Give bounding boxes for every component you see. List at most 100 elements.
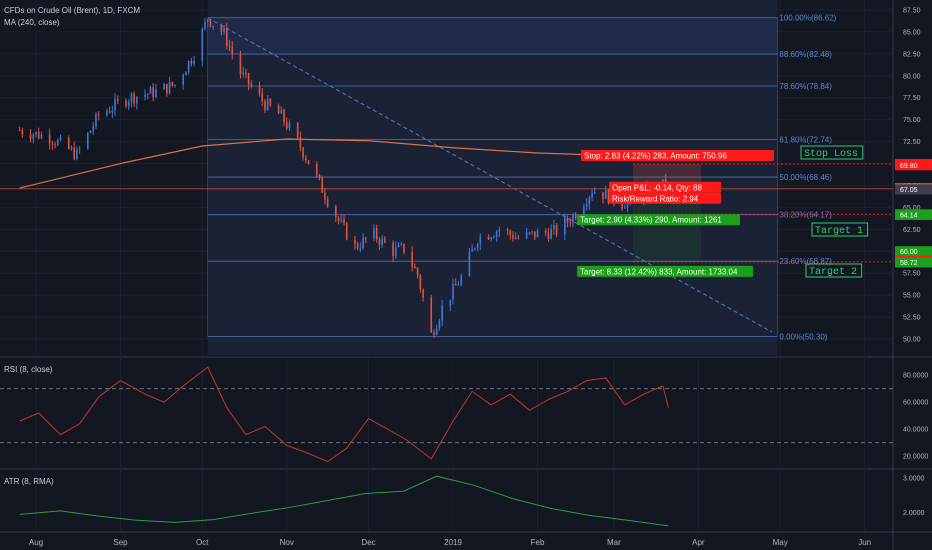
- candle-body: [378, 239, 381, 245]
- candle-body: [67, 137, 70, 149]
- risk-reward-info-text: Risk/Reward Ratio: 2.94: [612, 194, 699, 203]
- atr-line: [19, 475, 669, 527]
- candle-body: [359, 248, 362, 250]
- candle-body: [247, 73, 250, 85]
- candle-body: [468, 251, 471, 276]
- candle-body: [59, 137, 62, 141]
- candle-body: [250, 84, 253, 87]
- candle-body: [144, 94, 146, 97]
- candle-body: [623, 207, 626, 209]
- x-tick-label: Nov: [280, 538, 294, 547]
- candle-body: [190, 60, 193, 64]
- candle-body: [182, 75, 185, 85]
- candle-body: [40, 134, 43, 139]
- candle-body: [394, 247, 397, 257]
- candle-body: [512, 234, 514, 240]
- open-pl-info-box: [609, 181, 721, 193]
- fib-level-label: 100.00%(86.62): [779, 14, 836, 23]
- candle-body: [550, 229, 552, 239]
- candle-body: [315, 164, 318, 175]
- candle-body: [97, 113, 100, 116]
- candle-body: [416, 268, 419, 276]
- rsi-indicator-label: RSI (8, close): [4, 365, 53, 374]
- candle-body: [269, 99, 272, 106]
- annotation-box: [800, 145, 864, 160]
- candle-body: [220, 25, 223, 32]
- y-tick-label: 87.50: [903, 8, 921, 15]
- candle-body: [591, 193, 593, 198]
- candle-body: [384, 238, 386, 243]
- candle-body: [454, 283, 457, 286]
- annotation-text: Stop Loss: [804, 149, 858, 160]
- candle-body: [258, 86, 261, 94]
- atr-y-tick-label: 3.0000: [903, 475, 925, 482]
- candle-body: [536, 230, 539, 238]
- candle-body: [531, 231, 533, 233]
- candle-body: [525, 232, 528, 239]
- candle-body: [89, 130, 92, 133]
- candle-body: [449, 299, 452, 306]
- price-tag: [895, 209, 932, 220]
- stop-info-text: Stop: 2.83 (4.22%) 283, Amount: 750.96: [584, 151, 727, 160]
- candle-body: [544, 230, 547, 233]
- y-tick-label: 85.00: [903, 29, 921, 36]
- candle-body: [572, 214, 574, 224]
- open-pl-info-text: Open P&L: -0.14, Qty: 88: [612, 183, 702, 192]
- target-1-info-text: Target: 2.90 (4.33%) 290, Amount: 1261: [580, 216, 722, 225]
- candle-body: [476, 244, 479, 249]
- candle-body: [231, 46, 234, 55]
- candle-body: [78, 148, 81, 150]
- fib-level-label: 88.60%(82.48): [779, 50, 832, 59]
- candle-body: [76, 149, 78, 159]
- y-tick-label: 55.00: [903, 293, 921, 300]
- candle-body: [490, 237, 493, 240]
- candle-body: [29, 134, 32, 139]
- candle-body: [155, 89, 157, 98]
- candle-body: [569, 222, 572, 224]
- candle-body: [54, 144, 56, 146]
- candle-body: [152, 87, 155, 98]
- x-tick-label: 2019: [444, 538, 462, 547]
- rsi-line: [19, 366, 669, 463]
- candle-body: [607, 189, 610, 203]
- candle-body: [108, 111, 111, 113]
- candle-body: [514, 237, 517, 240]
- stop-info-box: [581, 149, 774, 161]
- rsi-y-tick-label: 40.0000: [903, 427, 928, 434]
- candle-body: [174, 84, 176, 86]
- candle-body: [495, 231, 498, 237]
- candle-body: [438, 320, 441, 329]
- candle-body: [340, 219, 343, 221]
- y-tick-label: 50.00: [903, 337, 921, 344]
- candle-body: [414, 266, 416, 269]
- candle-body: [86, 132, 89, 149]
- candle-body: [411, 252, 413, 267]
- y-tick-label: 65.00: [903, 205, 921, 212]
- candle-body: [187, 60, 190, 73]
- candle-body: [588, 197, 591, 205]
- rsi-y-tick-label: 60.0000: [903, 400, 928, 407]
- x-tick-label: Dec: [361, 538, 375, 547]
- price-tag-text: 67.05: [900, 187, 918, 194]
- annotation-text: Target 1: [815, 226, 863, 237]
- candle-body: [574, 214, 577, 219]
- candle-body: [92, 126, 95, 131]
- candle-body: [365, 237, 367, 239]
- candle-body: [528, 232, 531, 234]
- y-tick-label: 57.50: [903, 271, 921, 278]
- annotation-text: Target 2: [809, 267, 857, 278]
- atr-y-tick-label: 2.0000: [903, 510, 925, 517]
- trend-line: [207, 17, 773, 333]
- price-tag: [895, 246, 932, 257]
- candle-body: [547, 232, 550, 239]
- candle-body: [166, 83, 168, 94]
- candle-body: [280, 109, 283, 114]
- candle-body: [553, 224, 555, 230]
- price-tag: [895, 257, 932, 268]
- candle-body: [283, 109, 285, 122]
- candle-body: [343, 219, 345, 224]
- candle-body: [146, 93, 149, 95]
- candle-body: [95, 113, 97, 127]
- candle-body: [239, 54, 242, 75]
